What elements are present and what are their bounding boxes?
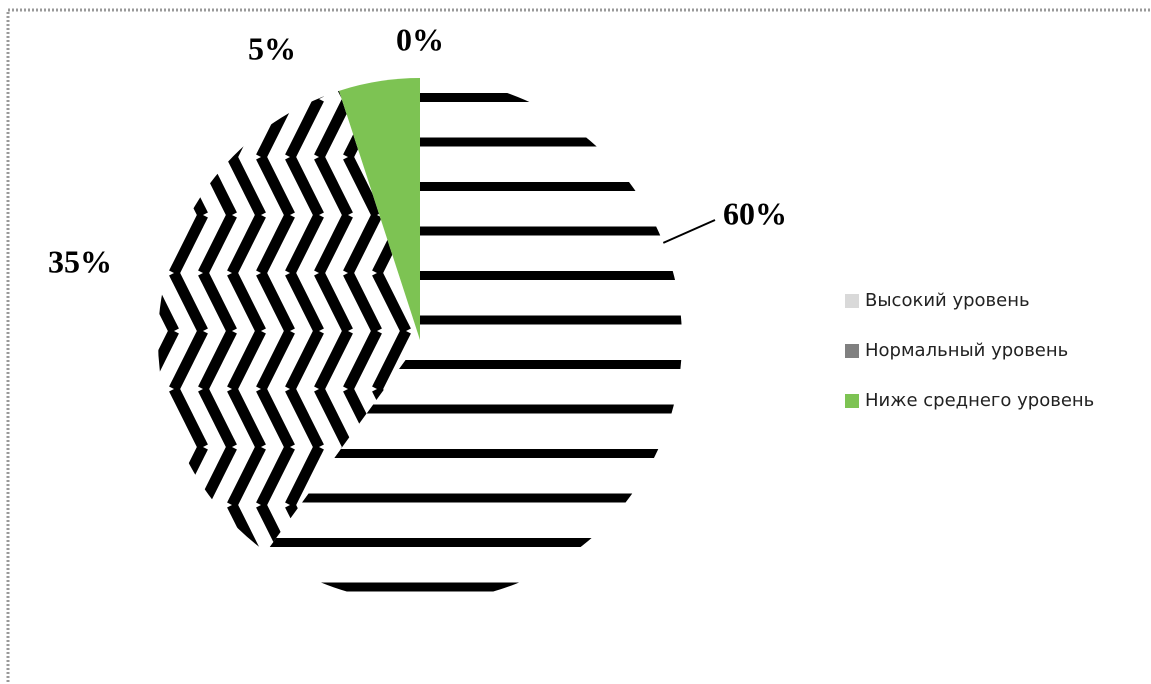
legend-label: Нормальный уровень	[865, 340, 1068, 361]
legend-swatch	[845, 294, 859, 308]
legend-label: Высокий уровень	[865, 290, 1030, 311]
pie-slice	[339, 78, 420, 340]
value-label: 5%	[248, 30, 296, 66]
leader-line	[662, 219, 716, 244]
value-label: 0%	[396, 21, 444, 57]
legend-swatch	[845, 394, 859, 408]
pie-slice	[266, 78, 682, 602]
pie-slice	[158, 90, 420, 552]
legend-swatch	[845, 344, 859, 358]
legend-label: Ниже среднего уровень	[865, 390, 1094, 411]
value-label: 60%	[723, 195, 787, 231]
value-label: 35%	[48, 243, 112, 279]
frame	[6, 8, 1151, 684]
